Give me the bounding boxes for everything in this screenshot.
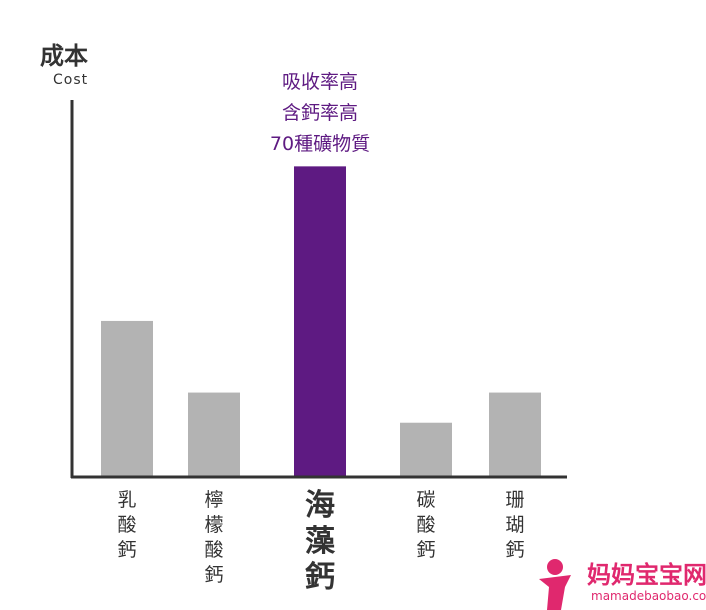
category-label: 碳酸鈣 [416,489,436,561]
category-label: 乳酸鈣 [117,489,137,561]
category-label: 海藻鈣 [305,488,335,595]
annotation-line-1: 吸收率高 [281,71,358,93]
bar-2 [294,166,346,476]
category-label: 檸檬酸鈣 [204,489,224,586]
y-axis-subtitle: Cost [53,72,89,88]
watermark-url: mamadebaobao.com [591,589,706,603]
y-axis-title: 成本 [40,42,88,70]
watermark-logo-icon [539,559,571,610]
category-label: 珊瑚鈣 [505,489,525,561]
annotation-line-2: 含鈣率高 [281,102,358,124]
bar-4 [489,392,541,476]
watermark-text: 妈妈宝宝网 [587,561,706,589]
bar-1 [188,392,240,476]
annotation-line-3: 70種礦物質 [269,133,371,155]
bar-0 [101,320,153,476]
bar-3 [400,422,452,476]
